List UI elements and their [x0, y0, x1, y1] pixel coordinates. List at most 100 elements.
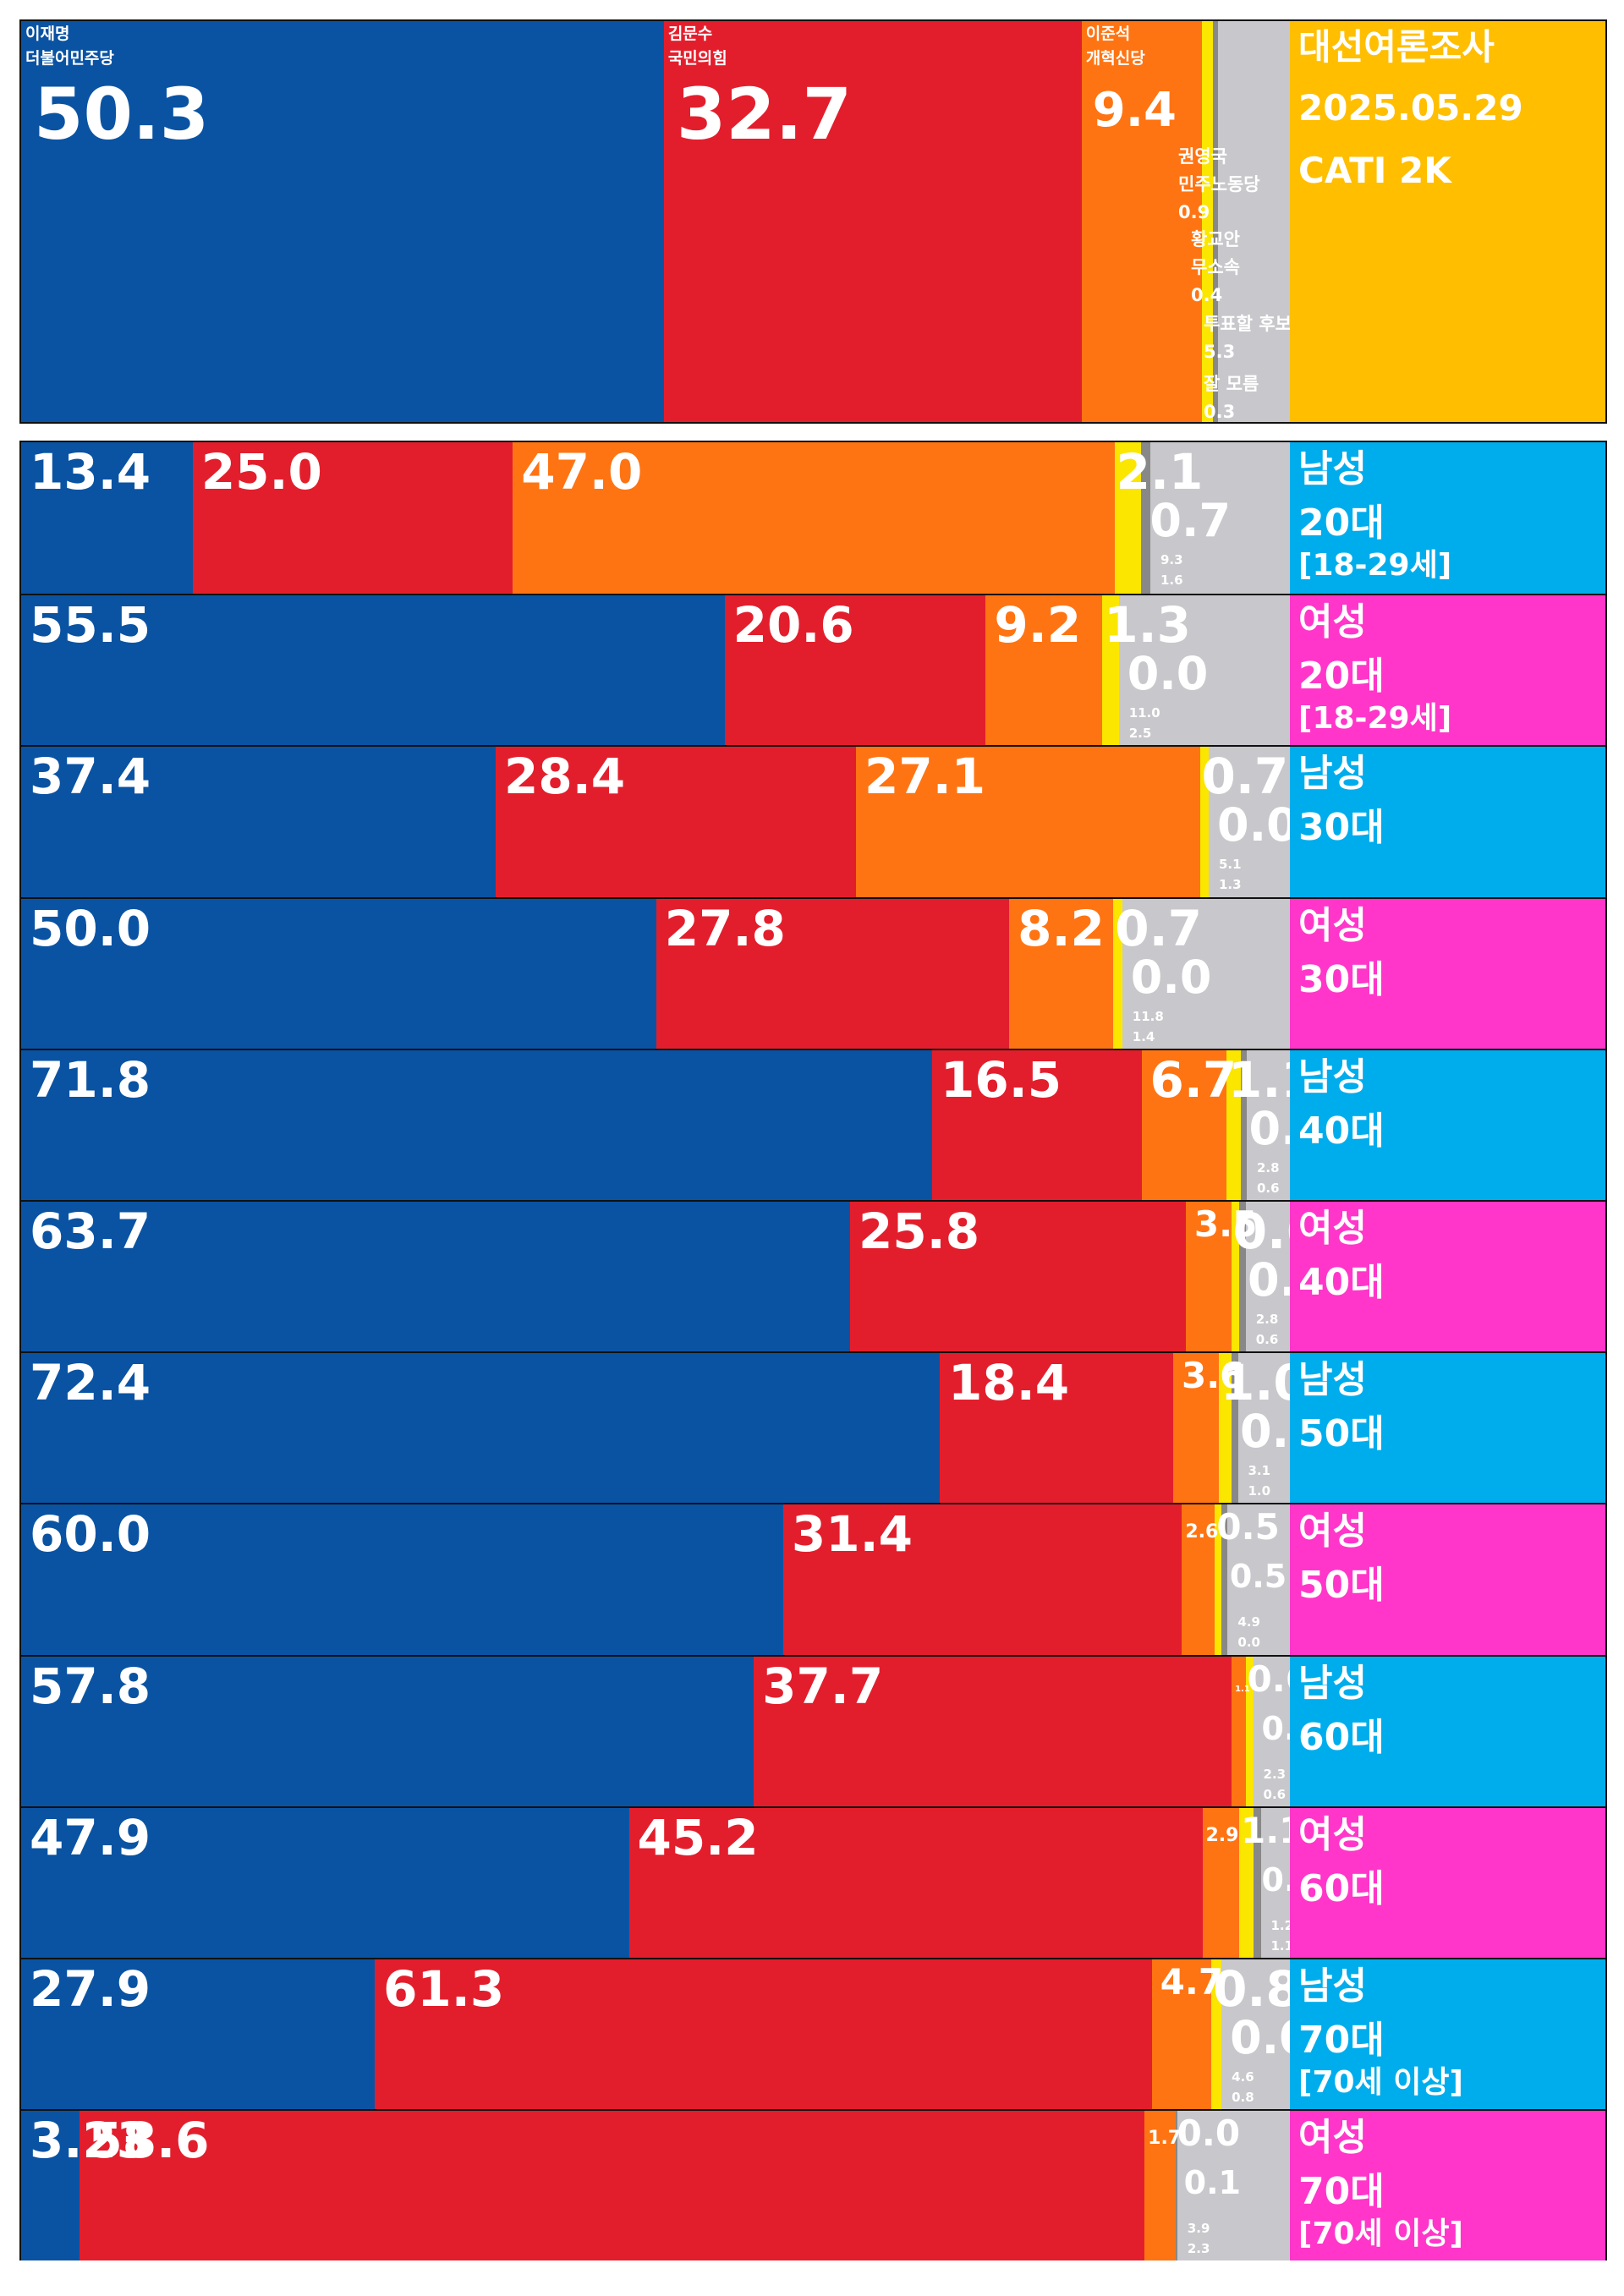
group-value-kwon: 0.7	[1115, 899, 1203, 957]
group-age: 40대	[1298, 1261, 1385, 1304]
group-age: 60대	[1298, 1866, 1385, 1910]
group-value-lee_js: 1.7	[1148, 2128, 1182, 2150]
group-value-none: 4.6	[1232, 2069, 1254, 2085]
group-tag: 남성 20대 [18-29세]	[1290, 442, 1605, 595]
group-value-lee: 72.4	[30, 1354, 151, 1412]
group-bar-lee	[21, 1504, 783, 1655]
group-bar-unsure	[1282, 1656, 1290, 1806]
overall-bar-hwang	[1213, 21, 1219, 422]
group-bar-lee_js	[1144, 2111, 1176, 2261]
group-age: 30대	[1298, 957, 1385, 1001]
group-bar-none	[1253, 1656, 1282, 1806]
group-bar-none	[1122, 898, 1272, 1049]
group-value-none: 3.1	[1248, 1463, 1271, 1479]
group-value-kwon: 2.1	[1116, 443, 1204, 501]
group-bar-lee_js	[985, 595, 1103, 746]
group-value-unsure: 1.6	[1160, 573, 1183, 588]
group-bar-unsure	[1271, 898, 1290, 1049]
group-value-kwon: 1.3	[1104, 596, 1191, 655]
group-bar-hwang	[1232, 1353, 1238, 1504]
group-bar-kwon	[1219, 1353, 1232, 1504]
group-value-lee: 63.7	[30, 1203, 151, 1260]
group-value-unsure: 0.6	[1257, 1180, 1280, 1196]
overall-bar-kwon	[1201, 21, 1214, 422]
group-bar-kim	[850, 1202, 1186, 1352]
group-bar-lee	[21, 1049, 932, 1200]
group-age-range: [18-29세]	[1298, 701, 1452, 737]
group-bar-unsure	[1277, 1353, 1290, 1504]
overall-poll-chart: 이재명 더불어민주당 50.3 김문수 국민의힘 32.7 이준석 개혁신당 9.4 권영국 민주노…	[19, 19, 1607, 424]
group-age-range: [70세 이상]	[1298, 2065, 1463, 2100]
group-bar-lee	[21, 1807, 629, 1958]
group-value-hwang: 0.5	[1229, 1558, 1287, 1596]
group-row: 3.23 58.6 1.7 0.0 0.1 3.9 2.3 여성 70대 [70세 이상]	[21, 2109, 1605, 2261]
group-age: 70대	[1298, 2170, 1385, 2214]
group-value-kim: 18.4	[948, 1354, 1070, 1412]
group-tag: 여성 60대	[1290, 1807, 1605, 1958]
group-value-kwon: 0.7	[1201, 748, 1289, 806]
overall-bar-kim	[663, 21, 1082, 422]
group-value-kwon: 0.0	[1177, 2112, 1241, 2155]
overall-small-label-kwon: 권영국	[1178, 146, 1227, 167]
group-age: 20대	[1298, 501, 1385, 545]
group-tag: 남성 70대 [70세 이상]	[1290, 1959, 1605, 2110]
group-age: 30대	[1298, 806, 1385, 850]
group-value-lee: 3.23	[30, 2112, 151, 2170]
group-value-lee: 37.4	[30, 748, 151, 806]
group-bar-lee	[21, 898, 656, 1049]
group-bar-lee_js	[513, 442, 1115, 595]
poll-title: 대선여론조사	[1298, 26, 1495, 68]
group-value-kim: 31.4	[791, 1505, 913, 1564]
group-bar-lee_js	[1151, 1959, 1212, 2110]
group-row: 63.7 25.8 3.5 0.6 0.5 2.8 0.6 여성 40대	[21, 1200, 1605, 1352]
group-bar-lee	[21, 747, 496, 897]
group-value-hwang: 0.0	[1130, 950, 1212, 1004]
group-bar-kwon	[1245, 1656, 1254, 1806]
group-bar-kwon	[1113, 898, 1122, 1049]
overall-small-label-hwang: 무소속	[1191, 257, 1240, 277]
group-gender: 여성	[1298, 1510, 1367, 1553]
group-value-lee: 71.8	[30, 1050, 151, 1109]
group-value-hwang: 0.7	[1149, 494, 1232, 547]
group-row: 60.0 31.4 2.6 0.5 0.5 4.9 0.0 여성 50대	[21, 1503, 1605, 1655]
overall-value-kim: 32.7	[676, 73, 853, 156]
group-value-kim: 61.3	[383, 1960, 505, 2018]
group-tag: 여성 70대 [70세 이상]	[1290, 2111, 1605, 2261]
group-tag: 남성 60대	[1290, 1656, 1605, 1806]
group-value-unsure: 0.8	[1232, 2090, 1254, 2105]
group-bar-lee_js	[1182, 1504, 1215, 1655]
group-value-none: 9.3	[1160, 552, 1183, 567]
group-tag: 여성 40대	[1290, 1202, 1605, 1352]
group-gender: 여성	[1298, 1812, 1367, 1856]
group-bar-unsure	[1281, 1202, 1290, 1352]
group-gender: 여성	[1298, 1207, 1367, 1250]
group-bar-none	[1118, 595, 1259, 746]
overall-bar-none	[1218, 21, 1287, 422]
group-value-unsure: 1.1	[1270, 1937, 1294, 1954]
group-value-kim: 58.6	[88, 2112, 210, 2170]
group-bar-lee	[21, 1353, 940, 1504]
group-age: 50대	[1298, 1564, 1385, 1608]
overall-party-lee_js: 개혁신당	[1085, 49, 1145, 68]
group-value-lee_js: 2.9	[1205, 1824, 1239, 1846]
group-value-unsure: 1.4	[1132, 1028, 1155, 1044]
group-value-kim: 20.6	[732, 596, 854, 655]
group-bar-hwang	[1175, 2111, 1177, 2261]
group-bar-kim	[940, 1353, 1173, 1504]
overall-bar-unsure	[1286, 21, 1290, 422]
group-row: 55.5 20.6 9.2 1.3 0.0 11.0 2.5 여성 20대 [18-29세]	[21, 594, 1605, 746]
group-bar-kim	[754, 1656, 1232, 1806]
group-bar-kim	[628, 1807, 1203, 1958]
group-bar-unsure	[1282, 1049, 1290, 1200]
group-bar-unsure	[1273, 747, 1290, 897]
group-value-lee: 55.5	[30, 596, 151, 655]
group-bar-kwon	[1102, 595, 1119, 746]
group-bar-unsure	[1258, 595, 1290, 746]
group-value-lee: 60.0	[30, 1505, 151, 1564]
group-bar-kwon	[1211, 1959, 1222, 2110]
group-bar-none	[1227, 1504, 1290, 1655]
group-bar-lee	[21, 2111, 80, 2261]
group-bar-kim	[496, 747, 856, 897]
overall-value-lee: 50.3	[34, 73, 210, 156]
